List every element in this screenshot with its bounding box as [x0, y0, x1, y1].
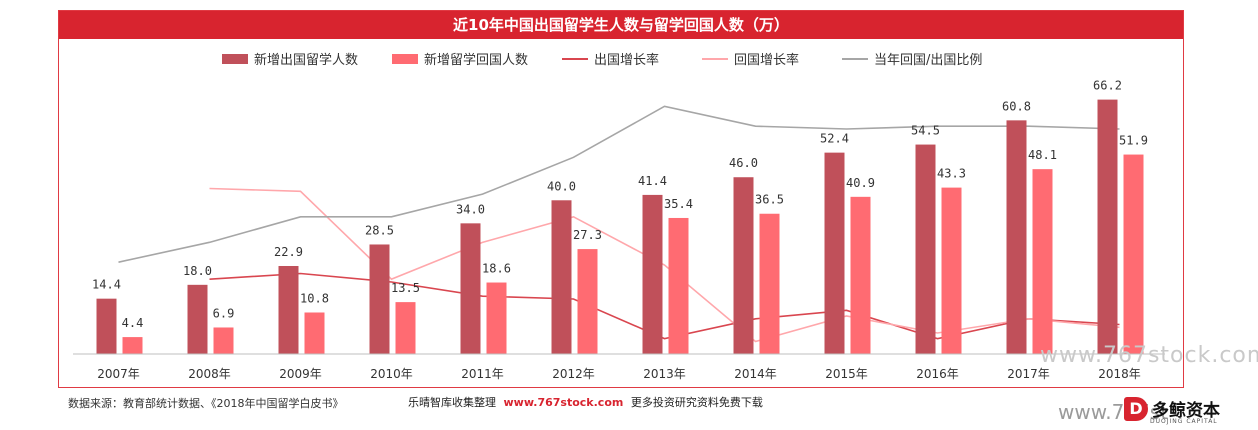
legend-label-4: 当年回国/出国比例 — [874, 53, 982, 68]
legend-item-2: 出国增长率 — [562, 52, 659, 68]
x-tick-1: 2008年 — [188, 367, 231, 381]
x-tick-3: 2010年 — [370, 367, 413, 381]
watermark-bottom: www.767st — [1058, 400, 1169, 424]
bar-outbound-4 — [460, 223, 481, 354]
x-tick-4: 2011年 — [461, 367, 504, 381]
label-return-0: 4.4 — [122, 316, 144, 330]
legend-item-3: 回国增长率 — [702, 52, 799, 68]
legend-item-4: 当年回国/出国比例 — [842, 53, 982, 68]
bar-outbound-3 — [369, 244, 390, 354]
line-series-1 — [209, 187, 1120, 343]
label-return-9: 43.3 — [937, 167, 966, 181]
line-series-0 — [209, 272, 1120, 340]
legend-label-1: 新增留学回国人数 — [424, 52, 528, 68]
legend-label-2: 出国增长率 — [594, 52, 659, 68]
label-return-10: 48.1 — [1028, 148, 1057, 162]
x-tick-6: 2013年 — [643, 367, 686, 381]
bar-outbound-8 — [824, 152, 845, 354]
promo-line: 乐晴智库收集整理 www.767stock.com 更多投资研究资料免费下载 — [408, 394, 763, 410]
x-tick-10: 2017年 — [1007, 367, 1050, 381]
label-return-5: 27.3 — [573, 228, 602, 242]
source-note: 数据来源：教育部统计数据、《2018年中国留学白皮书》 — [68, 397, 344, 410]
bar-outbound-7 — [733, 177, 754, 354]
bar-return-2 — [304, 312, 325, 354]
bar-outbound-5 — [551, 200, 572, 354]
data-label-layer: 14.4 18.0 22.9 28.5 34.0 40.0 41.4 46.0 52.4 54.5… — [92, 79, 1148, 330]
bar-return-10 — [1032, 169, 1053, 354]
label-return-3: 13.5 — [391, 281, 420, 295]
logo-subtitle: DUOJING CAPITAL — [1150, 418, 1218, 425]
promo-before: 乐晴智库收集整理 — [408, 396, 496, 409]
legend-swatch-1 — [392, 54, 418, 64]
label-outbound-6: 41.4 — [638, 174, 667, 188]
label-return-4: 18.6 — [482, 262, 511, 276]
bar-return-8 — [850, 196, 871, 354]
x-tick-7: 2014年 — [734, 367, 777, 381]
bar-return-5 — [577, 249, 598, 354]
x-tick-0: 2007年 — [97, 367, 140, 381]
bar-return-4 — [486, 282, 507, 354]
bar-return-0 — [122, 337, 143, 354]
legend-swatch-0 — [222, 54, 248, 64]
label-return-6: 35.4 — [664, 197, 693, 211]
label-return-1: 6.9 — [213, 306, 235, 320]
label-outbound-2: 22.9 — [274, 245, 303, 259]
label-return-7: 36.5 — [755, 193, 784, 207]
label-outbound-1: 18.0 — [183, 264, 212, 278]
legend: 新增出国留学人数 新增留学回国人数 出国增长率 回国增长率 当年回国/出国比例 — [222, 52, 982, 68]
bar-return-6 — [668, 217, 689, 354]
bar-outbound-6 — [642, 194, 663, 354]
label-outbound-5: 40.0 — [547, 179, 576, 193]
logo-mark-icon: D — [1124, 396, 1148, 421]
label-outbound-4: 34.0 — [456, 202, 485, 216]
label-outbound-8: 52.4 — [820, 132, 849, 146]
watermark-top: www.767stock.com — [1040, 343, 1258, 368]
x-tick-11: 2018年 — [1098, 367, 1141, 381]
x-tick-5: 2012年 — [552, 367, 595, 381]
x-tick-layer: 2007年 2008年 2009年 2010年 2011年 2012年 2013年 2014年… — [97, 367, 1141, 381]
label-return-8: 40.9 — [846, 176, 875, 190]
line-series-2 — [118, 105, 1120, 263]
x-tick-8: 2015年 — [825, 367, 868, 381]
label-outbound-3: 28.5 — [365, 223, 394, 237]
x-tick-9: 2016年 — [916, 367, 959, 381]
bar-outbound-1 — [187, 284, 208, 354]
bar-return-3 — [395, 302, 416, 354]
x-tick-2: 2009年 — [279, 367, 322, 381]
chart-title: 近10年中国出国留学生人数与留学回国人数（万） — [59, 11, 1183, 39]
bar-outbound-2 — [278, 265, 299, 354]
bar-return-7 — [759, 213, 780, 354]
legend-label-3: 回国增长率 — [734, 52, 799, 68]
bar-layer — [96, 99, 1144, 355]
legend-label-0: 新增出国留学人数 — [254, 52, 358, 68]
legend-item-1: 新增留学回国人数 — [392, 52, 528, 68]
line-layer — [118, 105, 1120, 343]
bar-return-11 — [1123, 154, 1144, 354]
chart-frame: 近10年中国出国留学生人数与留学回国人数（万） — [58, 10, 1184, 388]
bar-outbound-11 — [1097, 99, 1118, 354]
brand-logo: D 多鲸资本 — [1124, 396, 1220, 421]
promo-after: 更多投资研究资料免费下载 — [630, 396, 763, 409]
label-outbound-7: 46.0 — [729, 156, 758, 170]
bar-outbound-9 — [915, 144, 936, 354]
label-outbound-10: 60.8 — [1002, 99, 1031, 113]
label-outbound-11: 66.2 — [1093, 79, 1122, 93]
legend-item-0: 新增出国留学人数 — [222, 52, 358, 68]
label-return-2: 10.8 — [300, 291, 329, 305]
bar-outbound-0 — [96, 298, 117, 354]
label-return-11: 51.9 — [1119, 134, 1148, 148]
bar-return-9 — [941, 187, 962, 354]
logo-name: 多鲸资本 — [1152, 401, 1220, 421]
bar-outbound-10 — [1006, 120, 1027, 355]
bar-return-1 — [213, 327, 234, 354]
label-outbound-9: 54.5 — [911, 124, 940, 138]
promo-url[interactable]: www.767stock.com — [503, 396, 624, 409]
label-outbound-0: 14.4 — [92, 278, 121, 292]
